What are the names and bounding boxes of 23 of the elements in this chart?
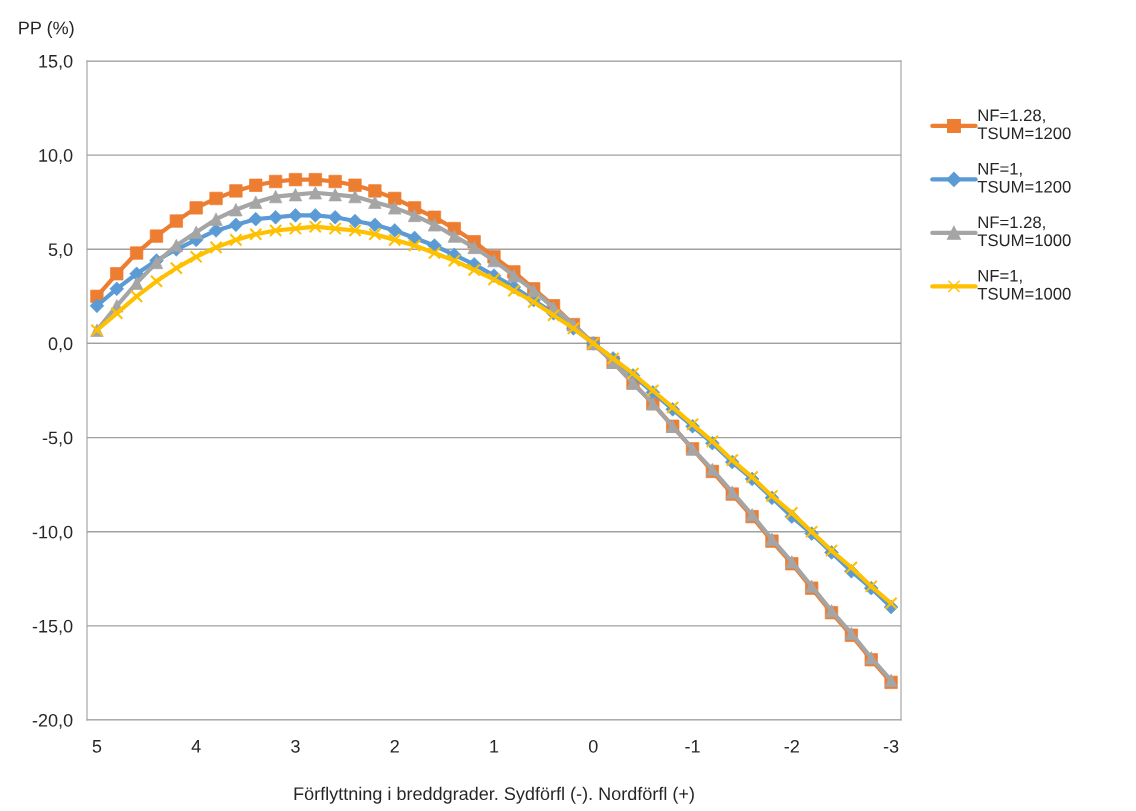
x-tick-label: -3 (883, 739, 899, 753)
y-tick-label: 15,0 (39, 54, 73, 70)
x-tick-label: 5 (92, 740, 102, 753)
y-tick-label: 10,0 (39, 149, 73, 164)
legend-label: NF=1.28, TSUM=1000 (977, 216, 1071, 247)
x-tick-label: -1 (685, 740, 700, 753)
y-tick-label: -20,0 (32, 713, 73, 729)
x-tick-label: -2 (784, 739, 799, 753)
y-tick-label: -5,0 (42, 431, 73, 447)
legend-label: NF=1, TSUM=1200 (977, 163, 1071, 193)
legend-label: NF=1, TSUM=1000 (977, 270, 1071, 300)
legend-label: NF=1.28, TSUM=1200 (977, 109, 1071, 140)
x-axis-title: Förflyttning i breddgrader. Sydförfl (-). Nordförfl (+) (294, 786, 694, 804)
x-tick-label: 1 (490, 740, 499, 753)
y-axis-title: PP (%) (19, 21, 74, 38)
y-tick-label: 5,0 (48, 243, 73, 259)
y-tick-label: -15,0 (32, 619, 73, 635)
y-tick-label: 0,0 (48, 337, 73, 353)
x-tick-label: 3 (291, 739, 300, 753)
y-tick-label: -10,0 (32, 525, 73, 541)
x-tick-label: 4 (191, 740, 201, 753)
x-tick-label: 2 (390, 739, 399, 753)
x-tick-label: 0 (588, 739, 598, 753)
